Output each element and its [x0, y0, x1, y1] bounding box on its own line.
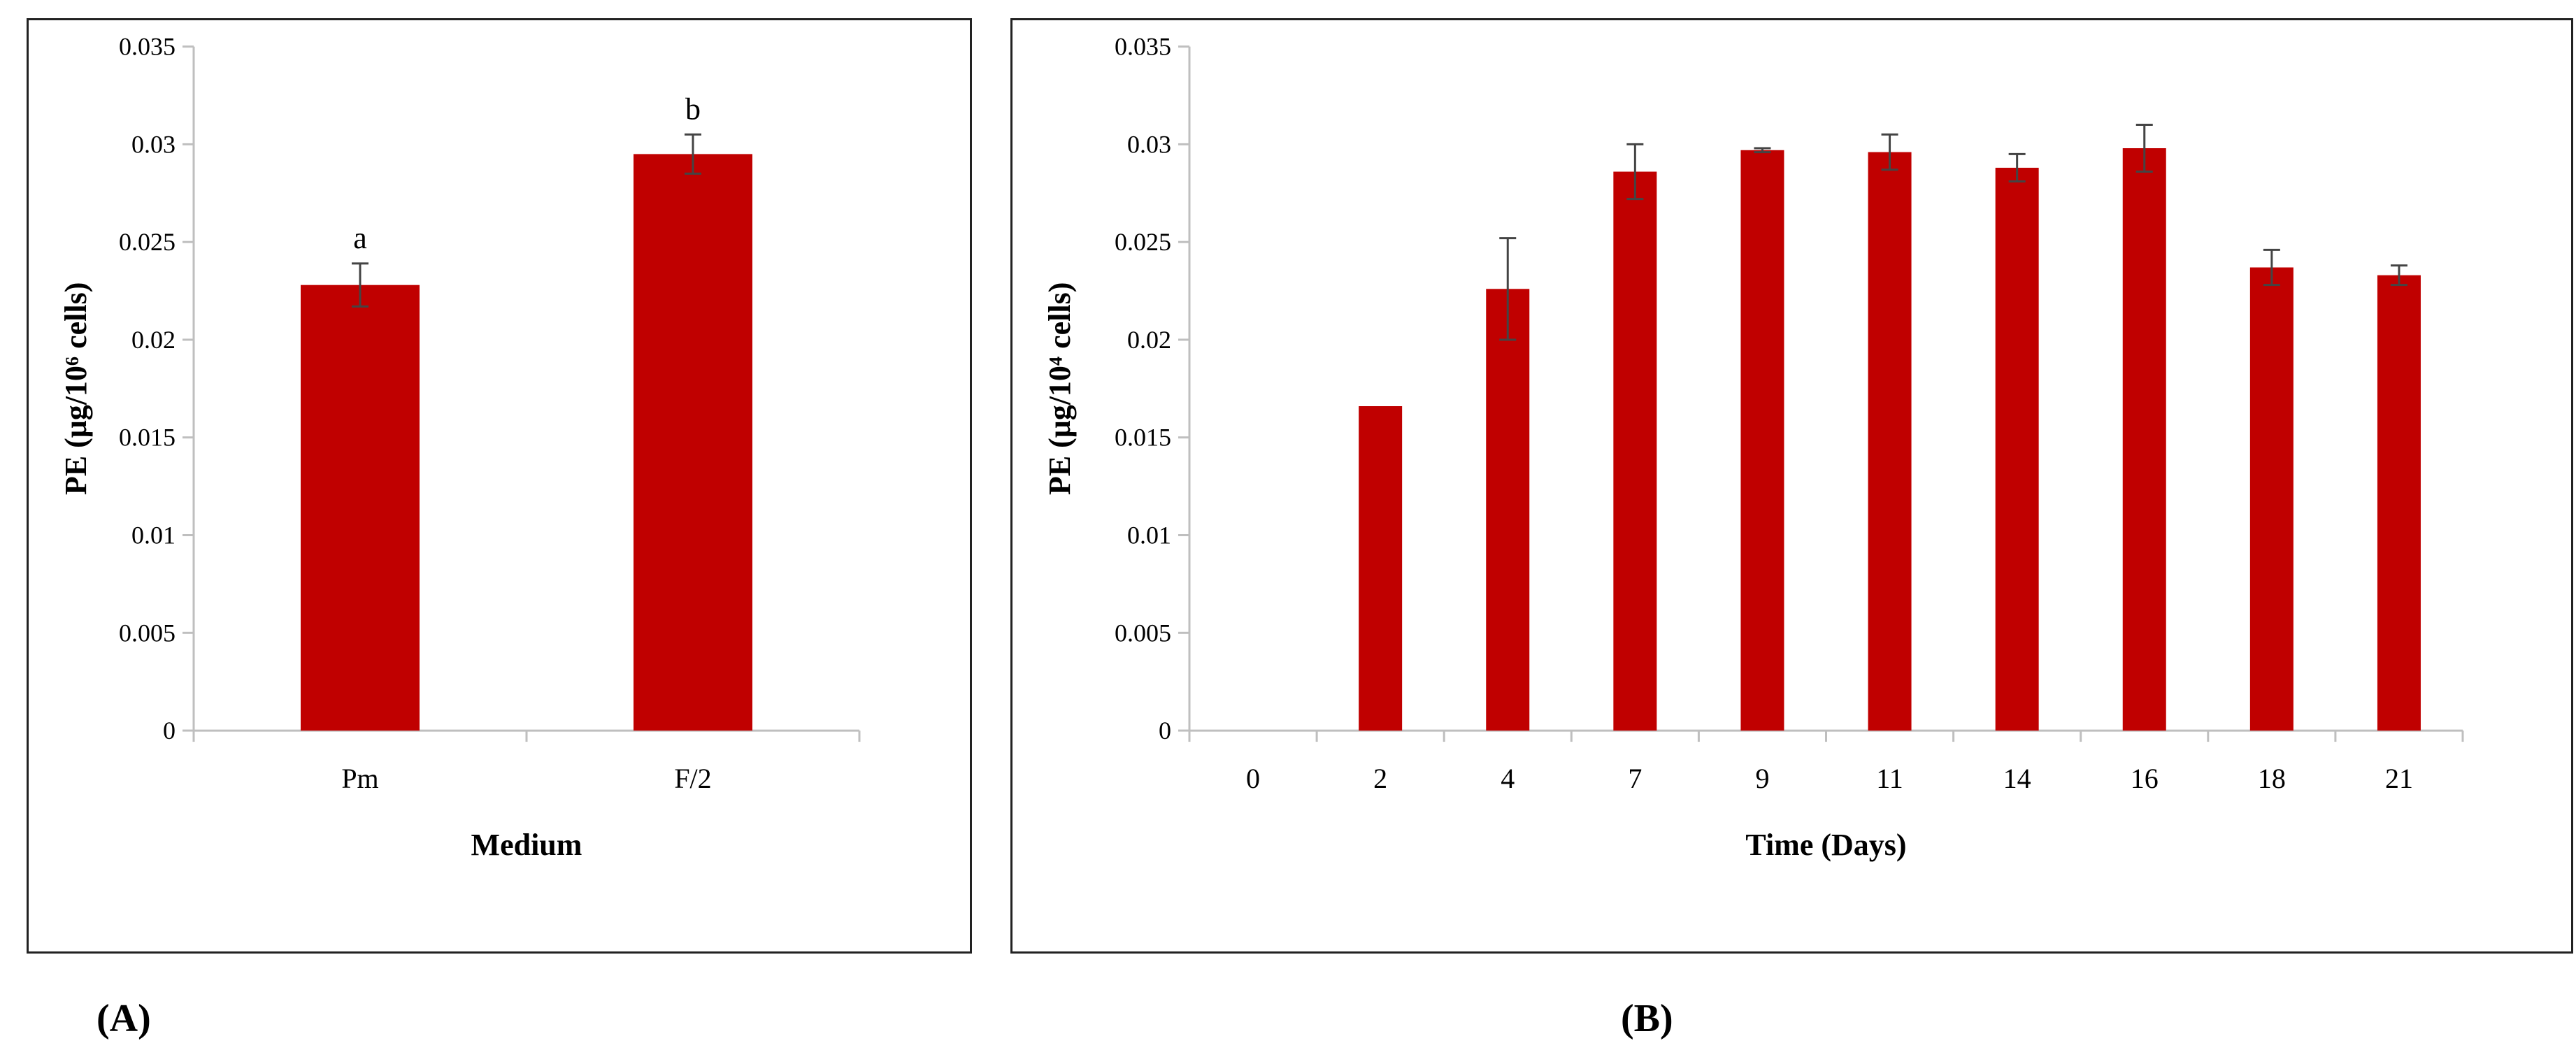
chart-panel-a: 0 0.005 0.01 0.015 0.02 0.025 0.03 0.035 a Pm b F/2…: [27, 18, 972, 954]
x-tick-label: 0: [1246, 763, 1260, 794]
x-tick-label: 18: [2258, 763, 2286, 794]
bar: [1740, 150, 1784, 731]
chart-b: 0 0.005 0.01 0.015 0.02 0.025 0.03 0.035 0 2 4 7 9 11…: [1043, 33, 2464, 862]
bar: [301, 285, 420, 731]
y-tick-label: 0.015: [119, 424, 176, 452]
bar: [1613, 171, 1657, 731]
bar: [2249, 267, 2294, 731]
x-tick-label: Pm: [341, 763, 378, 794]
y-tick-label: 0.02: [1127, 326, 1171, 354]
x-axis-title: Time (Days): [1745, 828, 1906, 862]
y-tick-label: 0.025: [119, 228, 176, 256]
bar: [1486, 289, 1530, 731]
chart-panel-b: 0 0.005 0.01 0.015 0.02 0.025 0.03 0.035 0 2 4 7 9 11…: [1010, 18, 2573, 954]
y-tick-label: 0: [163, 717, 176, 745]
x-tick-label: 14: [2003, 763, 2031, 794]
bar: [2377, 275, 2421, 731]
x-tick-label: 2: [1373, 763, 1387, 794]
y-tick-label: 0.005: [1115, 619, 1171, 647]
y-tick-label: 0.035: [119, 33, 176, 61]
y-tick-label: 0.03: [1127, 130, 1171, 158]
panel-label-a: (A): [96, 997, 151, 1040]
y-axis-title: PE (μg/10⁶ cells): [59, 282, 93, 496]
x-tick-label: 7: [1628, 763, 1642, 794]
y-axis-title: PE (μg/10⁴ cells): [1043, 282, 1077, 496]
x-tick-label: F/2: [674, 763, 711, 794]
y-tick-label: 0.01: [131, 522, 176, 549]
x-tick-label: 4: [1501, 763, 1515, 794]
bar: [2122, 148, 2166, 731]
x-tick-label: 11: [1876, 763, 1903, 794]
x-tick-label: 21: [2385, 763, 2413, 794]
bar: [1995, 167, 2039, 731]
bar: [634, 154, 752, 731]
y-tick-label: 0.025: [1115, 228, 1171, 256]
y-tick-label: 0.005: [119, 619, 176, 647]
y-tick-label: 0.015: [1115, 424, 1171, 452]
y-tick-label: 0.03: [131, 130, 176, 158]
data-annotation: a: [353, 221, 367, 255]
bar: [1359, 406, 1403, 731]
x-tick-label: 16: [2131, 763, 2159, 794]
x-tick-label: 9: [1755, 763, 1769, 794]
bar: [1868, 152, 1912, 731]
y-tick-label: 0: [1159, 717, 1171, 745]
x-axis-title: Medium: [471, 828, 582, 862]
panel-label-b: (B): [1621, 997, 1673, 1040]
y-tick-label: 0.02: [131, 326, 176, 354]
data-annotation: b: [685, 92, 701, 126]
chart-a: 0 0.005 0.01 0.015 0.02 0.025 0.03 0.035 a Pm b F/2…: [59, 33, 861, 862]
y-tick-label: 0.01: [1127, 522, 1171, 549]
y-tick-label: 0.035: [1115, 33, 1171, 61]
